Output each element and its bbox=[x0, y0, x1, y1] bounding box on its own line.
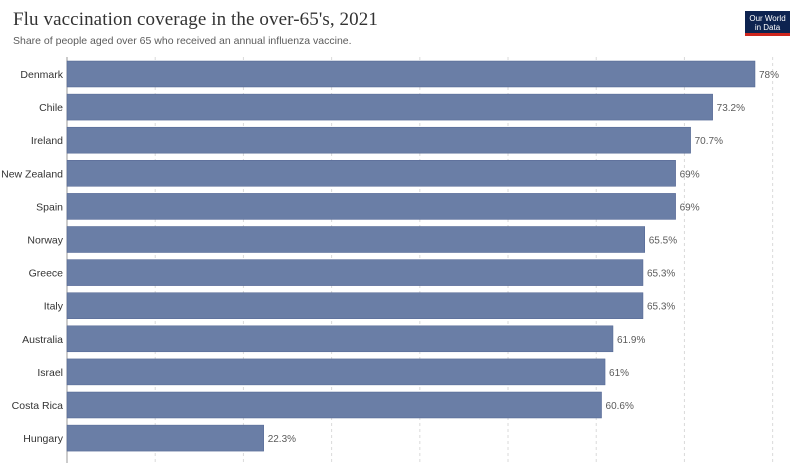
logo-line-1: Our World bbox=[749, 14, 786, 23]
category-label: Norway bbox=[27, 235, 63, 247]
value-label: 73.2% bbox=[717, 103, 745, 114]
category-label: Ireland bbox=[31, 135, 63, 147]
value-label: 70.7% bbox=[695, 136, 723, 147]
value-label: 65.3% bbox=[647, 269, 675, 280]
bar-chile[interactable] bbox=[66, 93, 713, 121]
bar-australia[interactable] bbox=[66, 325, 614, 353]
bar-new-zealand[interactable] bbox=[66, 160, 676, 187]
category-label: Denmark bbox=[20, 69, 63, 81]
value-label: 61.9% bbox=[617, 335, 645, 346]
labels: Denmark 78% Chile 73.2% Ireland 70.7% New Zeal… bbox=[1, 69, 779, 445]
chart-title: Flu vaccination coverage in the over-65'… bbox=[13, 9, 378, 30]
category-label: New Zealand bbox=[1, 168, 63, 180]
category-label: Israel bbox=[37, 367, 63, 379]
bar-norway[interactable] bbox=[66, 226, 645, 253]
value-label: 78% bbox=[759, 70, 779, 81]
value-label: 65.5% bbox=[649, 236, 677, 247]
bars bbox=[66, 60, 756, 452]
bar-spain[interactable] bbox=[66, 193, 676, 220]
category-label: Hungary bbox=[23, 433, 63, 445]
value-label: 22.3% bbox=[268, 434, 296, 445]
value-label: 61% bbox=[609, 368, 629, 379]
category-label: Chile bbox=[39, 102, 63, 114]
owid-logo[interactable]: Our World in Data bbox=[745, 11, 790, 36]
category-label: Spain bbox=[36, 201, 63, 213]
bar-israel[interactable] bbox=[66, 358, 606, 386]
bar-italy[interactable] bbox=[66, 292, 644, 319]
value-label: 69% bbox=[680, 202, 700, 213]
bar-denmark[interactable] bbox=[66, 60, 756, 88]
bar-greece[interactable] bbox=[66, 259, 644, 286]
value-label: 65.3% bbox=[647, 302, 675, 313]
category-label: Australia bbox=[22, 334, 63, 346]
chart-subtitle: Share of people aged over 65 who receive… bbox=[13, 35, 352, 47]
value-label: 69% bbox=[680, 169, 700, 180]
bar-hungary[interactable] bbox=[66, 424, 264, 452]
bar-ireland[interactable] bbox=[66, 126, 691, 154]
logo-line-2: in Data bbox=[754, 23, 781, 32]
value-label: 60.6% bbox=[606, 401, 634, 412]
category-label: Italy bbox=[44, 301, 64, 313]
category-label: Costa Rica bbox=[12, 400, 64, 412]
category-label: Greece bbox=[29, 268, 64, 280]
bar-costa-rica[interactable] bbox=[66, 391, 602, 419]
